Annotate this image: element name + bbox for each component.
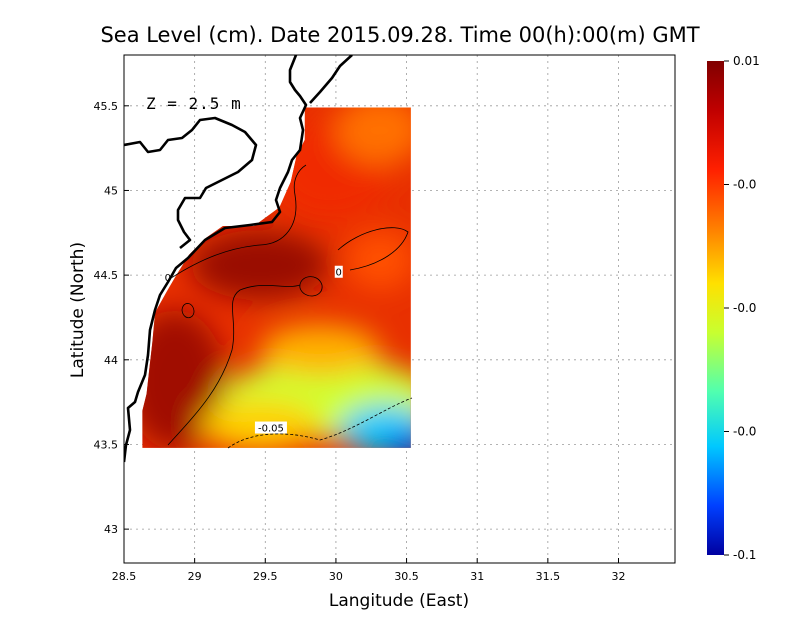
plot-frame (123, 54, 676, 564)
contour-minus-005 (227, 397, 413, 449)
colorbar-ticks: 0.01 -0.0 -0.0 -0.0 -0.1 (724, 54, 760, 562)
y-axis-ticks: 43 43.5 44 44.5 45 45.5 (94, 100, 129, 536)
x-axis-label: Langitude (East) (329, 591, 469, 611)
y-tick-label: 44 (104, 354, 118, 367)
contour-labels: 0 0 -0.05 (163, 265, 343, 435)
contour-label-bg (254, 421, 287, 434)
contour-label: -0.05 (258, 424, 284, 435)
x-tick-label: 32 (611, 570, 625, 583)
x-tick-label: 29.5 (253, 570, 278, 583)
contour-zero-island (181, 303, 195, 319)
x-tick-label: 31.5 (536, 570, 561, 583)
contour-zero-south (167, 284, 301, 446)
contour-label: 0 (336, 268, 342, 279)
coastline-north (309, 55, 353, 104)
contour-label: 0 (165, 273, 171, 284)
x-tick-label: 30.5 (394, 570, 419, 583)
colorbar-tick-label: -0.0 (733, 178, 756, 192)
y-tick-label: 43.5 (94, 438, 119, 451)
contour-label-bg (334, 265, 343, 278)
colorbar-tick-label: -0.0 (733, 425, 756, 439)
x-tick-label: 31 (470, 570, 484, 583)
colorbar-tick-label: -0.1 (733, 548, 756, 562)
colorbar-tick-label: -0.0 (733, 301, 756, 315)
y-axis-label: Latitude (North) (68, 242, 88, 378)
y-tick-label: 43 (104, 523, 118, 536)
x-axis-ticks: 28.5 29 29.5 30 30.5 31 31.5 32 (112, 558, 625, 583)
coastline-main (124, 55, 308, 463)
x-tick-label: 28.5 (112, 570, 137, 583)
coastline-bay (124, 116, 258, 250)
contour-zero-west (164, 164, 307, 283)
y-tick-label: 44.5 (94, 269, 119, 282)
x-tick-label: 29 (188, 570, 202, 583)
contour-zero-loop (299, 276, 323, 297)
contour-zero-east (337, 227, 409, 271)
colorbar: 0.01 -0.0 -0.0 -0.0 -0.1 (707, 54, 760, 562)
contour-lines (164, 164, 413, 449)
contour-label-bg (163, 270, 172, 283)
colorbar-gradient (707, 61, 724, 555)
coastline (124, 55, 353, 463)
y-tick-label: 45.5 (94, 100, 119, 113)
colorbar-tick-label: 0.01 (733, 54, 760, 68)
depth-annotation: Z = 2.5 m (146, 94, 242, 113)
y-tick-label: 45 (104, 184, 118, 197)
sea-level-field (142, 107, 411, 448)
x-tick-label: 30 (329, 570, 343, 583)
chart-title: Sea Level (cm). Date 2015.09.28. Time 00… (100, 23, 699, 47)
